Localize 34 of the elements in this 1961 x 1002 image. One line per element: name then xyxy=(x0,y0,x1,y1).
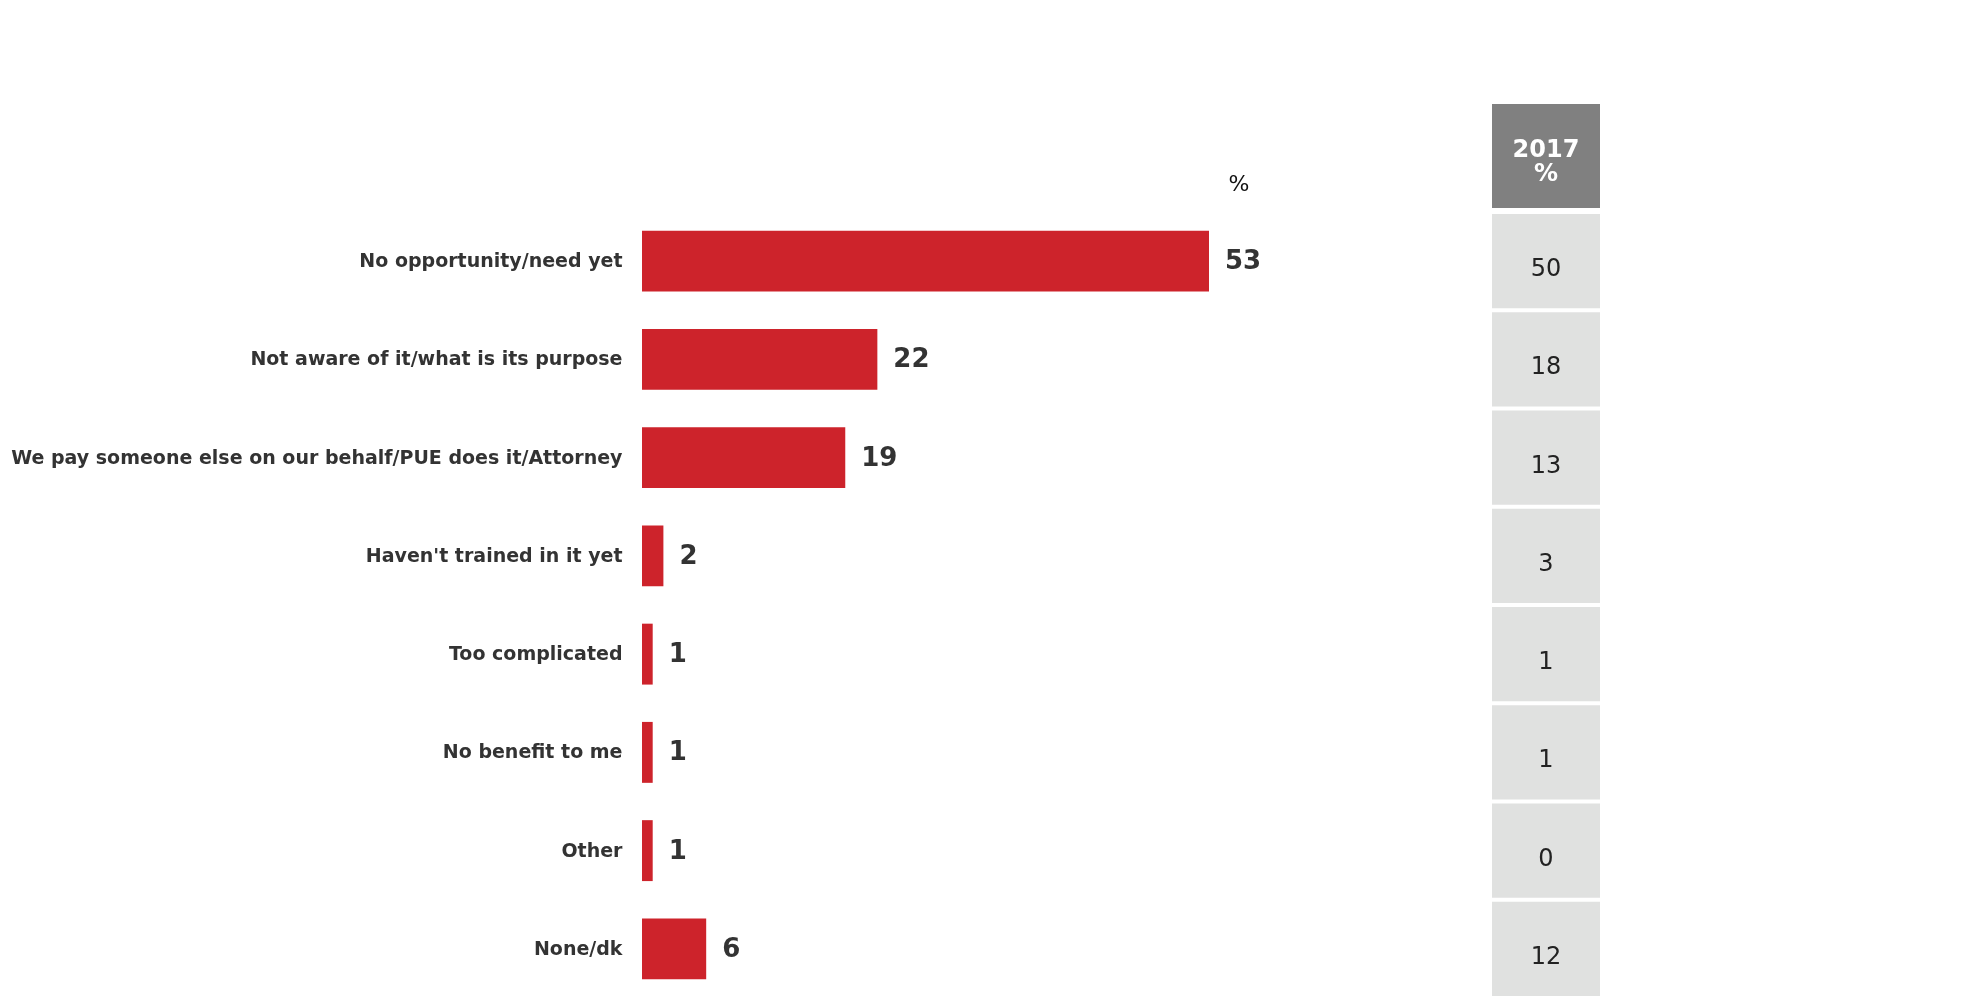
text: 1 xyxy=(1538,745,1554,774)
bar xyxy=(642,721,653,783)
y-tick-label: Too complicated xyxy=(448,642,623,665)
text: 18 xyxy=(1530,352,1562,381)
data-label: 6 xyxy=(722,932,741,963)
data-label: 53 xyxy=(1225,245,1262,276)
bar xyxy=(642,820,653,882)
text: 50 xyxy=(1530,254,1562,283)
text: 3 xyxy=(1538,548,1554,577)
data-label: 19 xyxy=(861,441,898,472)
y-tick-label: Other xyxy=(561,838,624,861)
bar xyxy=(642,623,653,685)
y-tick-label: We pay someone else on our behalf/PUE does it/Attorney xyxy=(11,445,624,468)
data-label: 1 xyxy=(668,834,687,865)
y-tick-label: Not aware of it/what is its purpose xyxy=(250,347,623,370)
text: 0 xyxy=(1538,843,1554,872)
data-label: 2 xyxy=(679,539,698,570)
data-label: 1 xyxy=(668,638,687,669)
text: % xyxy=(1228,171,1250,196)
text: 1 xyxy=(1538,647,1554,676)
data-label: 22 xyxy=(893,343,930,374)
y-tick-label: Haven't trained in it yet xyxy=(365,543,623,566)
bar xyxy=(642,918,707,980)
bar xyxy=(642,230,1209,292)
bar xyxy=(642,525,664,587)
data-label: 1 xyxy=(668,736,687,767)
text: 13 xyxy=(1530,450,1562,479)
text: 12 xyxy=(1530,941,1562,970)
bar xyxy=(642,427,846,489)
y-tick-label: No opportunity/need yet xyxy=(359,249,623,272)
text: 2017 % xyxy=(1512,135,1580,187)
bar xyxy=(642,328,878,390)
y-tick-label: No benefit to me xyxy=(442,740,623,763)
y-tick-label: None/dk xyxy=(533,936,623,959)
